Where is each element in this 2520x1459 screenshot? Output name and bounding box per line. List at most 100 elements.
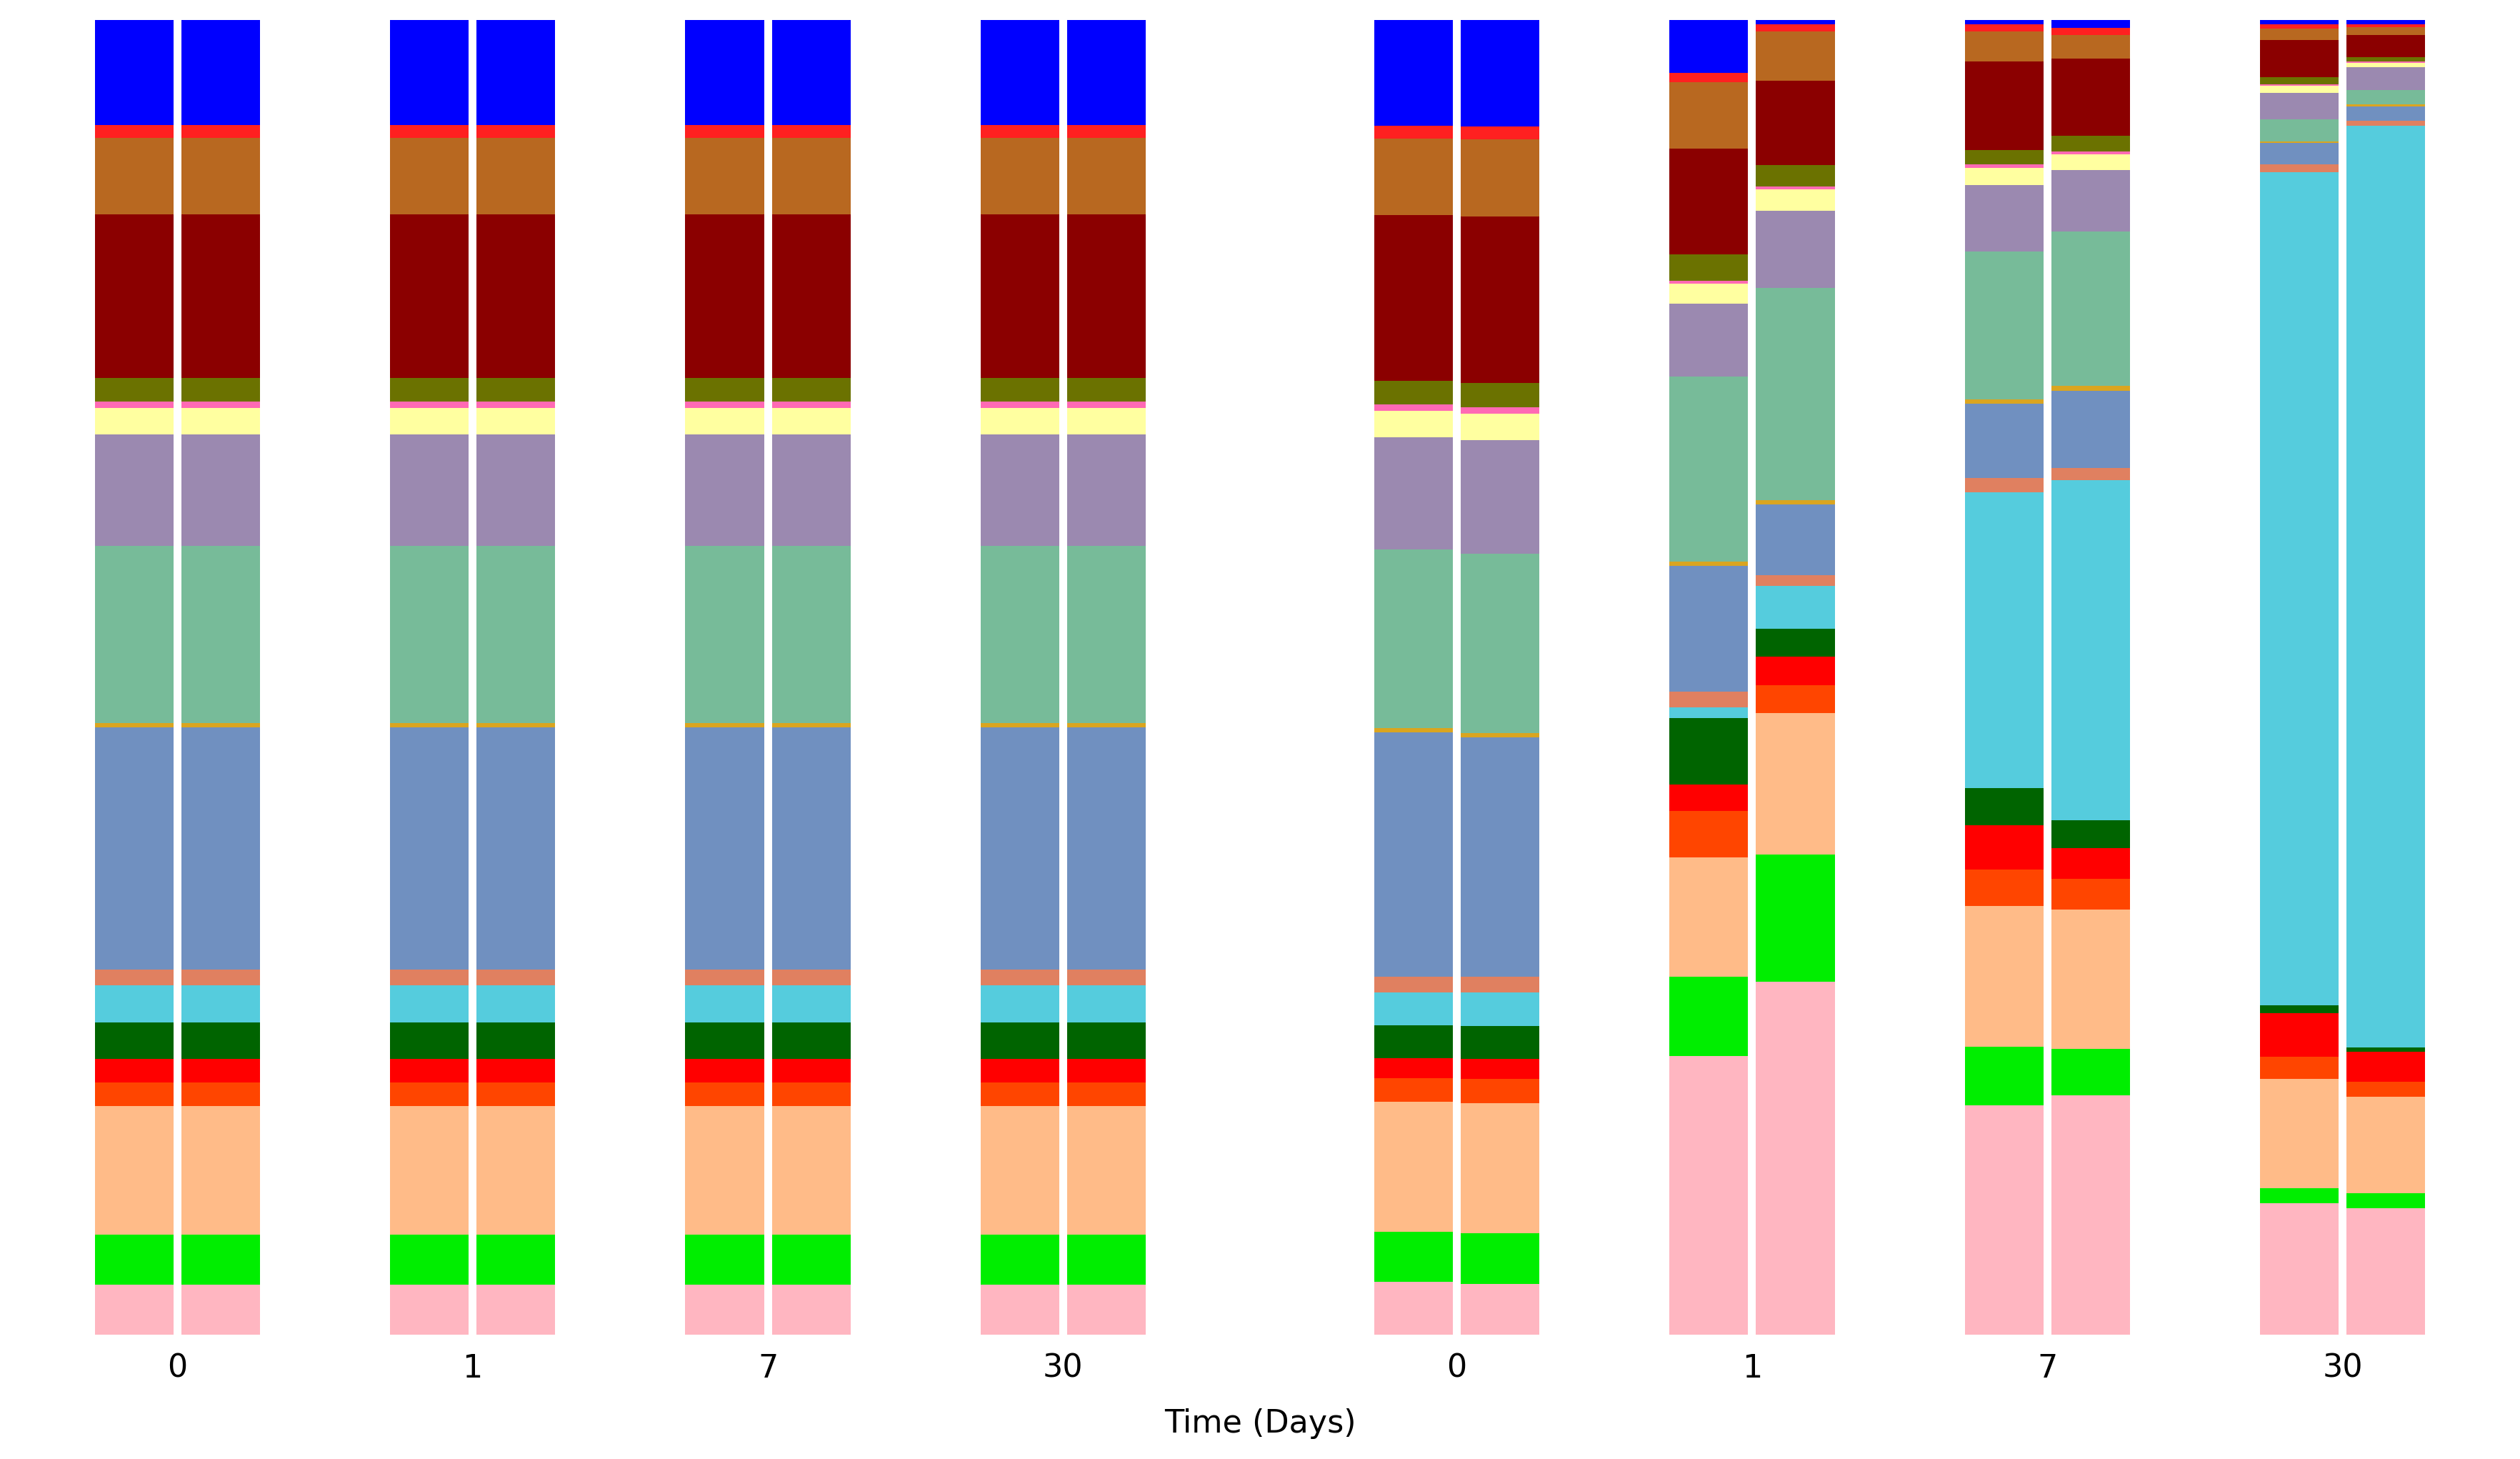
Bar xyxy=(2260,142,2339,143)
Bar xyxy=(771,435,852,546)
Bar xyxy=(2260,85,2339,86)
Bar xyxy=(2260,1202,2339,1335)
Bar xyxy=(2346,63,2424,67)
Bar xyxy=(1462,1103,1540,1233)
Bar xyxy=(980,1106,1058,1234)
Bar xyxy=(980,1083,1058,1106)
Bar xyxy=(685,724,764,727)
Bar xyxy=(476,727,554,970)
Bar xyxy=(1373,732,1454,976)
Bar xyxy=(980,409,1058,435)
Bar xyxy=(1966,400,2044,404)
Bar xyxy=(2051,480,2129,820)
Bar xyxy=(96,401,174,409)
Bar xyxy=(96,1106,174,1234)
Bar xyxy=(391,727,469,970)
Bar xyxy=(2346,25,2424,28)
Bar xyxy=(685,125,764,139)
Bar xyxy=(980,125,1058,139)
Bar xyxy=(2051,20,2129,28)
Bar xyxy=(2051,35,2129,58)
Bar xyxy=(1373,992,1454,1026)
Bar xyxy=(2051,28,2129,35)
Bar xyxy=(391,1083,469,1106)
Bar xyxy=(476,724,554,727)
Bar xyxy=(2346,1193,2424,1208)
Bar xyxy=(1966,185,2044,252)
Bar xyxy=(476,214,554,378)
Bar xyxy=(2051,58,2129,136)
Bar xyxy=(181,727,260,970)
Bar xyxy=(2260,20,2339,25)
Bar xyxy=(771,1059,852,1083)
Bar xyxy=(1668,254,1749,282)
Bar xyxy=(1373,139,1454,216)
Bar xyxy=(1756,684,1835,713)
Bar xyxy=(476,1083,554,1106)
Bar xyxy=(1668,82,1749,149)
Bar xyxy=(391,125,469,139)
Bar xyxy=(2260,172,2339,1005)
Bar xyxy=(96,139,174,214)
Bar xyxy=(1066,1083,1147,1106)
Bar xyxy=(1668,149,1749,254)
Bar xyxy=(685,970,764,985)
Bar xyxy=(2051,152,2129,155)
Bar xyxy=(2051,136,2129,152)
Bar xyxy=(181,139,260,214)
Bar xyxy=(1756,20,1835,25)
Bar xyxy=(96,985,174,1023)
Bar xyxy=(476,1106,554,1234)
Bar xyxy=(1966,168,2044,185)
Bar xyxy=(980,724,1058,727)
Bar xyxy=(391,970,469,985)
Bar xyxy=(1668,692,1749,708)
Bar xyxy=(1756,25,1835,31)
Bar xyxy=(2051,820,2129,848)
Bar xyxy=(2051,391,2129,468)
Bar xyxy=(685,435,764,546)
Bar xyxy=(391,139,469,214)
Bar xyxy=(685,985,764,1023)
Bar xyxy=(685,139,764,214)
Bar xyxy=(1756,31,1835,80)
Bar xyxy=(1668,73,1749,82)
Bar xyxy=(1066,214,1147,378)
Bar xyxy=(2260,25,2339,29)
Bar xyxy=(771,985,852,1023)
Bar xyxy=(1462,127,1540,140)
Bar xyxy=(2346,1048,2424,1052)
Bar xyxy=(685,214,764,378)
Bar xyxy=(1462,384,1540,407)
Bar xyxy=(1668,282,1749,283)
Bar xyxy=(1066,727,1147,970)
Bar xyxy=(96,1285,174,1335)
Bar xyxy=(96,20,174,125)
Bar xyxy=(1066,139,1147,214)
Bar xyxy=(1462,976,1540,992)
Bar xyxy=(1066,401,1147,409)
Bar xyxy=(771,125,852,139)
Bar xyxy=(2260,77,2339,85)
Bar xyxy=(1966,906,2044,1046)
Bar xyxy=(1966,165,2044,168)
Bar xyxy=(980,1234,1058,1285)
Bar xyxy=(181,401,260,409)
Bar xyxy=(476,125,554,139)
Bar xyxy=(1066,435,1147,546)
Bar xyxy=(980,1285,1058,1335)
Bar xyxy=(1756,505,1835,575)
Bar xyxy=(771,1285,852,1335)
Bar xyxy=(1462,553,1540,732)
Bar xyxy=(1066,724,1147,727)
Bar xyxy=(181,20,260,125)
Bar xyxy=(771,1023,852,1059)
Bar xyxy=(771,214,852,378)
Bar xyxy=(685,727,764,970)
Bar xyxy=(96,546,174,724)
Bar xyxy=(1966,788,2044,824)
Bar xyxy=(391,401,469,409)
Bar xyxy=(2051,1049,2129,1096)
Bar xyxy=(685,1023,764,1059)
Bar xyxy=(1756,165,1835,187)
